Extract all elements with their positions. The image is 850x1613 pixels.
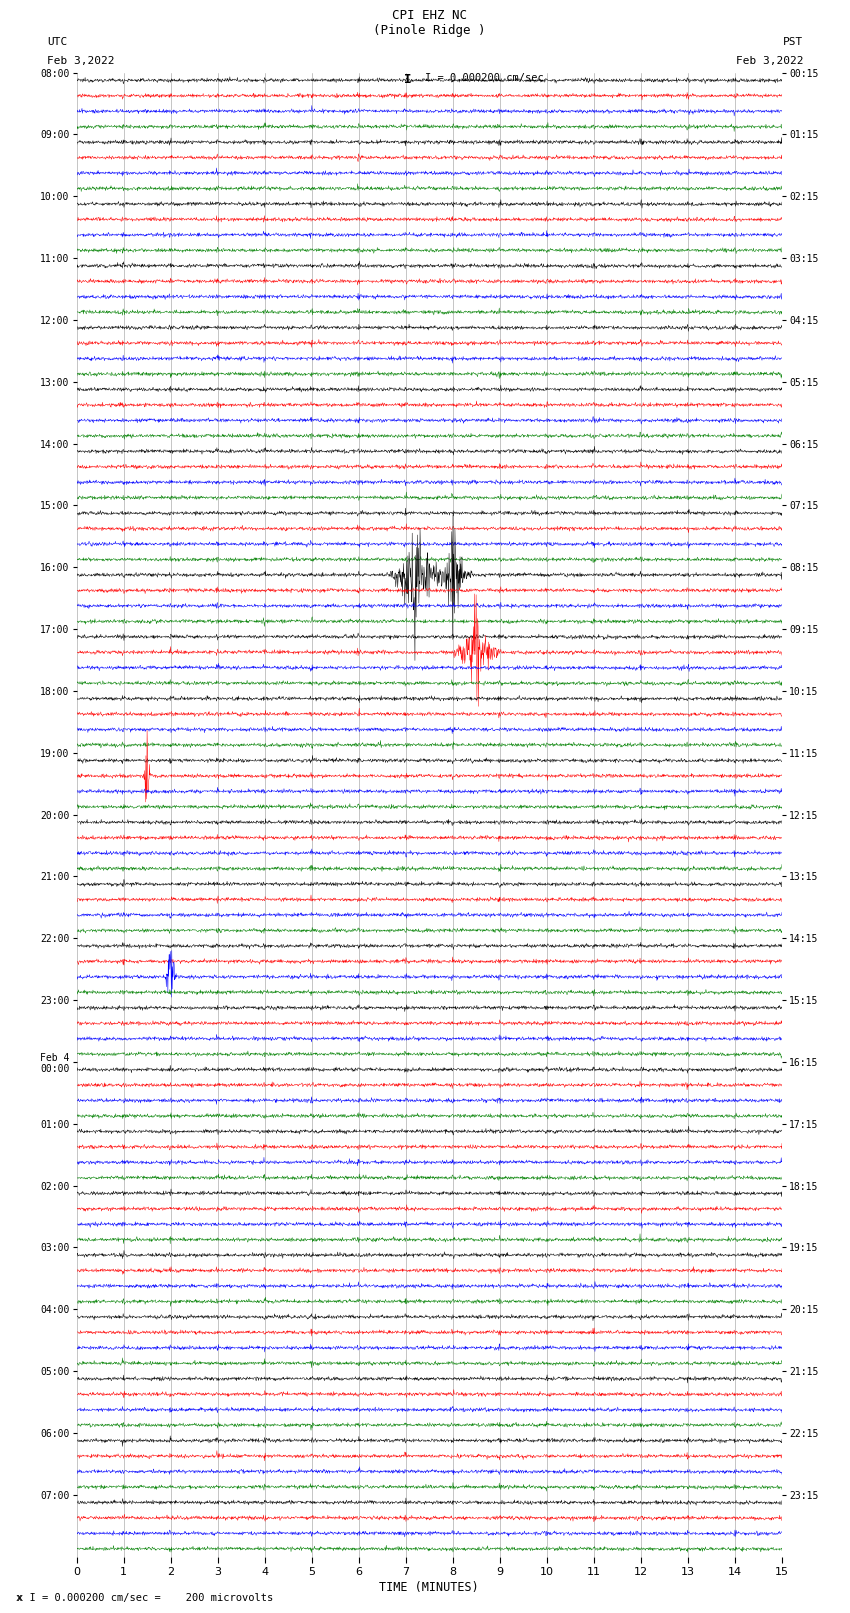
Text: I = 0.000200 cm/sec: I = 0.000200 cm/sec [425, 73, 544, 82]
Text: PST: PST [783, 37, 803, 47]
Text: Feb 3,2022: Feb 3,2022 [47, 56, 114, 66]
X-axis label: TIME (MINUTES): TIME (MINUTES) [379, 1581, 479, 1594]
Text: x I = 0.000200 cm/sec =    200 microvolts: x I = 0.000200 cm/sec = 200 microvolts [17, 1594, 273, 1603]
Text: Feb 3,2022: Feb 3,2022 [736, 56, 803, 66]
Text: I: I [404, 73, 411, 85]
Text: x: x [15, 1594, 21, 1603]
Text: UTC: UTC [47, 37, 67, 47]
Title: CPI EHZ NC
(Pinole Ridge ): CPI EHZ NC (Pinole Ridge ) [373, 8, 485, 37]
